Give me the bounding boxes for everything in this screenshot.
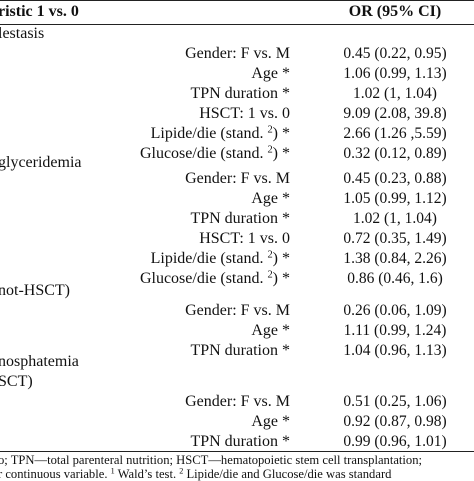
bottom-rule (0, 451, 474, 452)
row-label: Gender: F vs. M (185, 302, 290, 319)
header-rule (0, 24, 474, 25)
section-title: lestasis (0, 25, 45, 42)
row-or-value: 0.99 (0.96, 1.01) (343, 433, 447, 450)
row-or-value: 2.66 (1.26 ,5.59) (343, 125, 447, 142)
row-label: TPN duration * (190, 342, 290, 359)
row-label: Gender: F vs. M (185, 45, 290, 62)
row-label: Gender: F vs. M (185, 393, 290, 410)
row-label: Glucose/die (stand. 2) * (139, 144, 290, 162)
section-title: not-HSCT) (0, 282, 70, 299)
row-or-value: 0.86 (0.46, 1.6) (347, 270, 443, 287)
row-or-value: 1.05 (0.99, 1.12) (343, 190, 447, 207)
row-label: Age * (251, 190, 290, 207)
row-label: TPN duration * (190, 210, 290, 227)
column-header-or: OR (95% CI) (348, 3, 442, 20)
section-title-continued: SCT) (0, 373, 33, 390)
footnote-line-1: o; TPN—total parenteral nutrition; HSCT—… (0, 453, 423, 467)
column-header-characteristic: ristic 1 vs. 0 (0, 3, 79, 20)
row-label: Age * (251, 322, 290, 339)
row-label: Glucose/die (stand. 2) * (139, 269, 290, 287)
row-or-value: 1.04 (0.96, 1.13) (343, 342, 447, 359)
row-or-value: 1.06 (0.99, 1.13) (343, 65, 447, 82)
row-label: TPN duration * (190, 433, 290, 450)
row-or-value: 9.09 (2.08, 39.8) (343, 105, 447, 122)
row-label: Age * (251, 413, 290, 430)
row-label: TPN duration * (190, 85, 290, 102)
section-title: nosphatemia (0, 353, 79, 370)
top-rule (0, 0, 474, 1)
row-or-value: 0.45 (0.22, 0.95) (343, 45, 447, 62)
row-label: Lipide/die (stand. 2) * (150, 124, 290, 142)
row-label: Gender: F vs. M (185, 170, 290, 187)
row-or-value: 1.02 (1, 1.04) (353, 85, 437, 102)
row-or-value: 0.45 (0.23, 0.88) (343, 170, 447, 187)
row-or-value: 1.38 (0.84, 2.26) (343, 250, 447, 267)
row-or-value: 0.51 (0.25, 1.06) (343, 393, 447, 410)
row-label: Age * (251, 65, 290, 82)
row-or-value: 1.02 (1, 1.04) (353, 210, 437, 227)
section-title: glyceridemia (0, 154, 82, 171)
row-label: Lipide/die (stand. 2) * (150, 249, 290, 267)
row-or-value: 1.11 (0.99, 1.24) (343, 322, 447, 339)
row-label: HSCT: 1 vs. 0 (199, 230, 290, 247)
row-or-value: 0.32 (0.12, 0.89) (343, 145, 447, 162)
footnote-line-2: r continuous variable. 1 Wald’s test. 2 … (0, 466, 392, 481)
row-or-value: 0.92 (0.87, 0.98) (343, 413, 447, 430)
row-label: HSCT: 1 vs. 0 (199, 105, 290, 122)
row-or-value: 0.72 (0.35, 1.49) (343, 230, 447, 247)
row-or-value: 0.26 (0.06, 1.09) (343, 302, 447, 319)
